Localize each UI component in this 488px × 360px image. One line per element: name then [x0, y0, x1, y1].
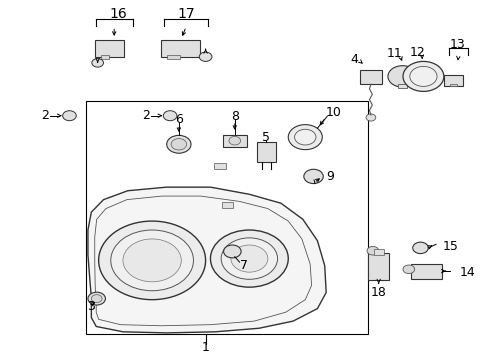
- Text: 7: 7: [239, 258, 247, 271]
- Bar: [373, 249, 383, 255]
- Bar: [410, 264, 442, 279]
- Bar: [443, 75, 462, 86]
- Text: 9: 9: [325, 170, 333, 183]
- Bar: [222, 135, 246, 147]
- Bar: [86, 102, 368, 334]
- Text: 17: 17: [177, 7, 195, 21]
- Text: 10: 10: [325, 106, 341, 120]
- Text: 3: 3: [87, 300, 95, 313]
- Text: 15: 15: [442, 240, 458, 253]
- Bar: [161, 40, 200, 57]
- Circle shape: [287, 125, 322, 150]
- Circle shape: [163, 111, 177, 121]
- Circle shape: [303, 169, 323, 184]
- Text: 12: 12: [408, 46, 424, 59]
- Text: 13: 13: [448, 38, 465, 51]
- Text: 16: 16: [109, 7, 127, 21]
- Bar: [367, 253, 388, 280]
- Circle shape: [166, 135, 191, 153]
- Circle shape: [387, 66, 416, 87]
- Bar: [449, 84, 457, 86]
- Text: 5: 5: [262, 131, 270, 144]
- Circle shape: [199, 52, 211, 62]
- Circle shape: [230, 245, 267, 272]
- Circle shape: [402, 62, 443, 91]
- Circle shape: [171, 139, 186, 150]
- Circle shape: [409, 66, 436, 86]
- Bar: [101, 55, 109, 59]
- Polygon shape: [88, 187, 325, 333]
- Circle shape: [223, 245, 241, 258]
- Circle shape: [99, 221, 205, 300]
- Text: 6: 6: [175, 113, 183, 126]
- Bar: [166, 55, 180, 59]
- Text: 2: 2: [41, 109, 49, 122]
- Bar: [256, 143, 276, 162]
- Text: 1: 1: [201, 341, 209, 354]
- Text: 2: 2: [142, 109, 149, 122]
- Text: 14: 14: [458, 266, 474, 279]
- Bar: [221, 202, 233, 208]
- Circle shape: [62, 111, 76, 121]
- Text: 11: 11: [386, 47, 401, 60]
- Circle shape: [111, 230, 193, 291]
- Circle shape: [210, 230, 287, 287]
- Circle shape: [412, 242, 427, 253]
- Circle shape: [366, 247, 378, 255]
- Circle shape: [402, 265, 414, 274]
- Text: 4: 4: [350, 53, 358, 66]
- Circle shape: [122, 239, 181, 282]
- Circle shape: [92, 59, 103, 67]
- Circle shape: [91, 295, 102, 302]
- Circle shape: [228, 136, 240, 145]
- Text: 18: 18: [370, 286, 386, 299]
- Bar: [360, 70, 381, 84]
- Bar: [95, 40, 123, 57]
- Bar: [214, 163, 225, 168]
- Circle shape: [88, 292, 105, 305]
- Text: 8: 8: [230, 110, 238, 123]
- Circle shape: [221, 238, 277, 279]
- Circle shape: [294, 129, 315, 145]
- Circle shape: [366, 114, 375, 121]
- Bar: [397, 84, 407, 88]
